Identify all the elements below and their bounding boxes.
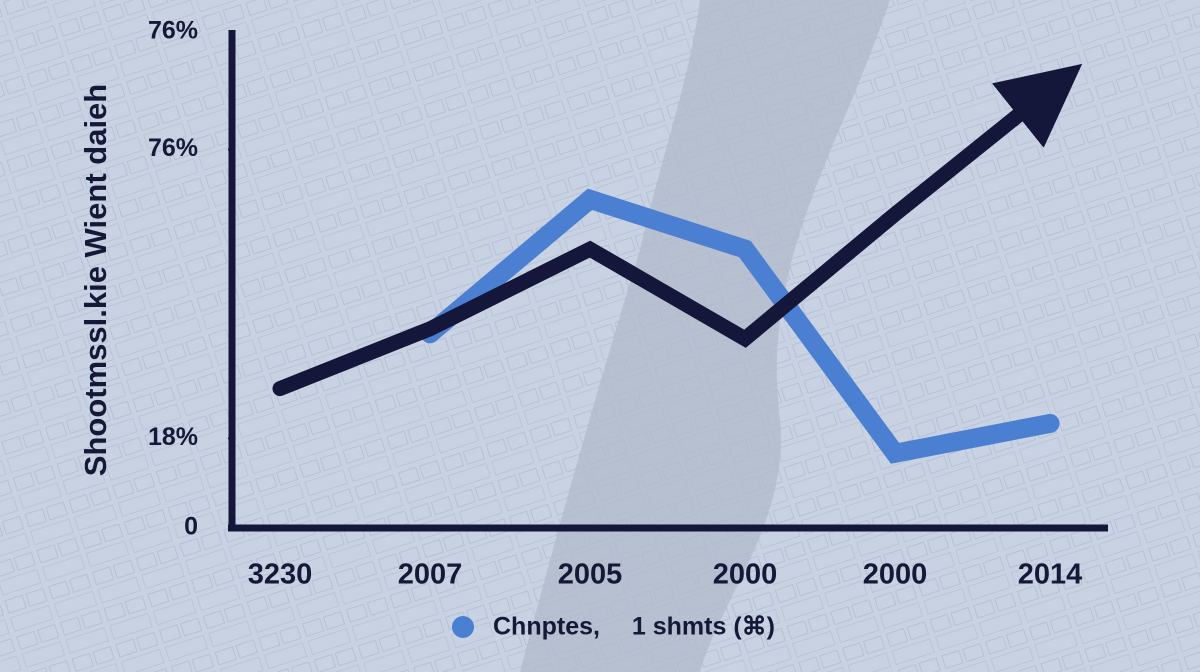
line-series bbox=[420, 188, 1060, 464]
x-tick-label: 2005 bbox=[558, 559, 623, 591]
x-tick-label: 2000 bbox=[713, 559, 778, 591]
x-tick-label: 2000 bbox=[863, 559, 928, 591]
x-tick-label: 2014 bbox=[1018, 559, 1083, 591]
y-axis-label: Shootmssl.kie Wient daieh bbox=[78, 84, 113, 476]
line-series bbox=[272, 63, 1083, 397]
y-tick-label: 0 bbox=[184, 513, 198, 541]
legend-label: Chnptes, 1 shmts (⌘) bbox=[493, 613, 775, 641]
y-tick-label: 18% bbox=[148, 423, 198, 451]
legend-swatch bbox=[452, 616, 474, 638]
river bbox=[520, 0, 890, 672]
y-tick-label: 76% bbox=[148, 134, 198, 162]
x-tick-label: 2007 bbox=[398, 559, 463, 591]
x-tick-label: 3230 bbox=[248, 559, 313, 591]
y-axis-top-label: 76% bbox=[148, 17, 198, 45]
